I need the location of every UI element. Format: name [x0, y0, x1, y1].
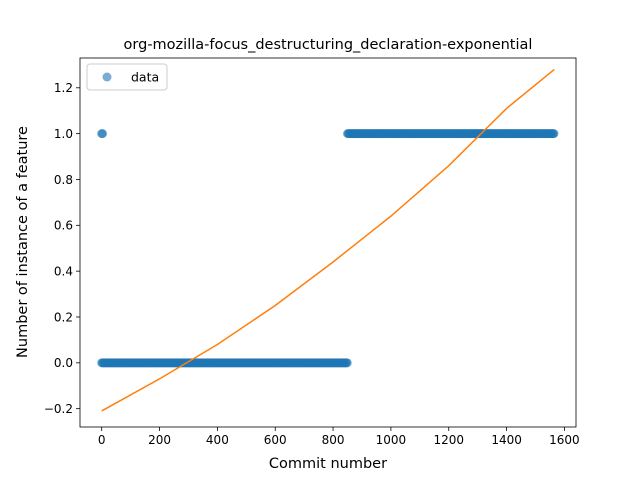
x-tick-label-6: 1200: [433, 433, 464, 447]
y-tick-label-6: 1.0: [54, 127, 73, 141]
x-axis-ticks: 0 200 400 600 800 1000 1200 1400 1600: [98, 427, 580, 447]
y-tick-label-1: 0.0: [54, 356, 73, 370]
legend-box: [86, 63, 168, 91]
legend: data: [86, 63, 168, 91]
legend-marker-data: [102, 72, 112, 82]
fit-line: [101, 68, 555, 412]
x-tick-label-5: 1000: [376, 433, 407, 447]
y-tick-label-0: −0.2: [44, 402, 73, 416]
x-tick-label-8: 1600: [549, 433, 580, 447]
x-tick-label-4: 800: [322, 433, 345, 447]
y-tick-label-3: 0.4: [54, 264, 73, 278]
plot-area: [79, 57, 577, 428]
y-tick-label-4: 0.6: [54, 219, 73, 233]
y-tick-label-7: 1.2: [54, 81, 73, 95]
data-point-524: [549, 129, 559, 139]
x-tick-label-0: 0: [98, 433, 106, 447]
axes-frame: [79, 57, 577, 428]
x-tick-label-2: 400: [206, 433, 229, 447]
y-tick-label-2: 0.2: [54, 310, 73, 324]
y-axis-ticks: −0.2 0.0 0.2 0.4 0.6 0.8 1.0 1.2: [44, 81, 80, 416]
y-axis-label: Number of instance of a feature: [15, 126, 31, 358]
data-point-1: [98, 129, 108, 139]
x-tick-label-7: 1400: [491, 433, 522, 447]
data-point-285: [342, 358, 352, 368]
x-tick-label-1: 200: [148, 433, 171, 447]
x-tick-label-3: 600: [264, 433, 287, 447]
chart-title: org-mozilla-focus_destructuring_declarat…: [124, 37, 533, 53]
y-tick-label-5: 0.8: [54, 173, 73, 187]
x-axis-label: Commit number: [269, 456, 387, 472]
legend-label-data: data: [131, 70, 159, 85]
